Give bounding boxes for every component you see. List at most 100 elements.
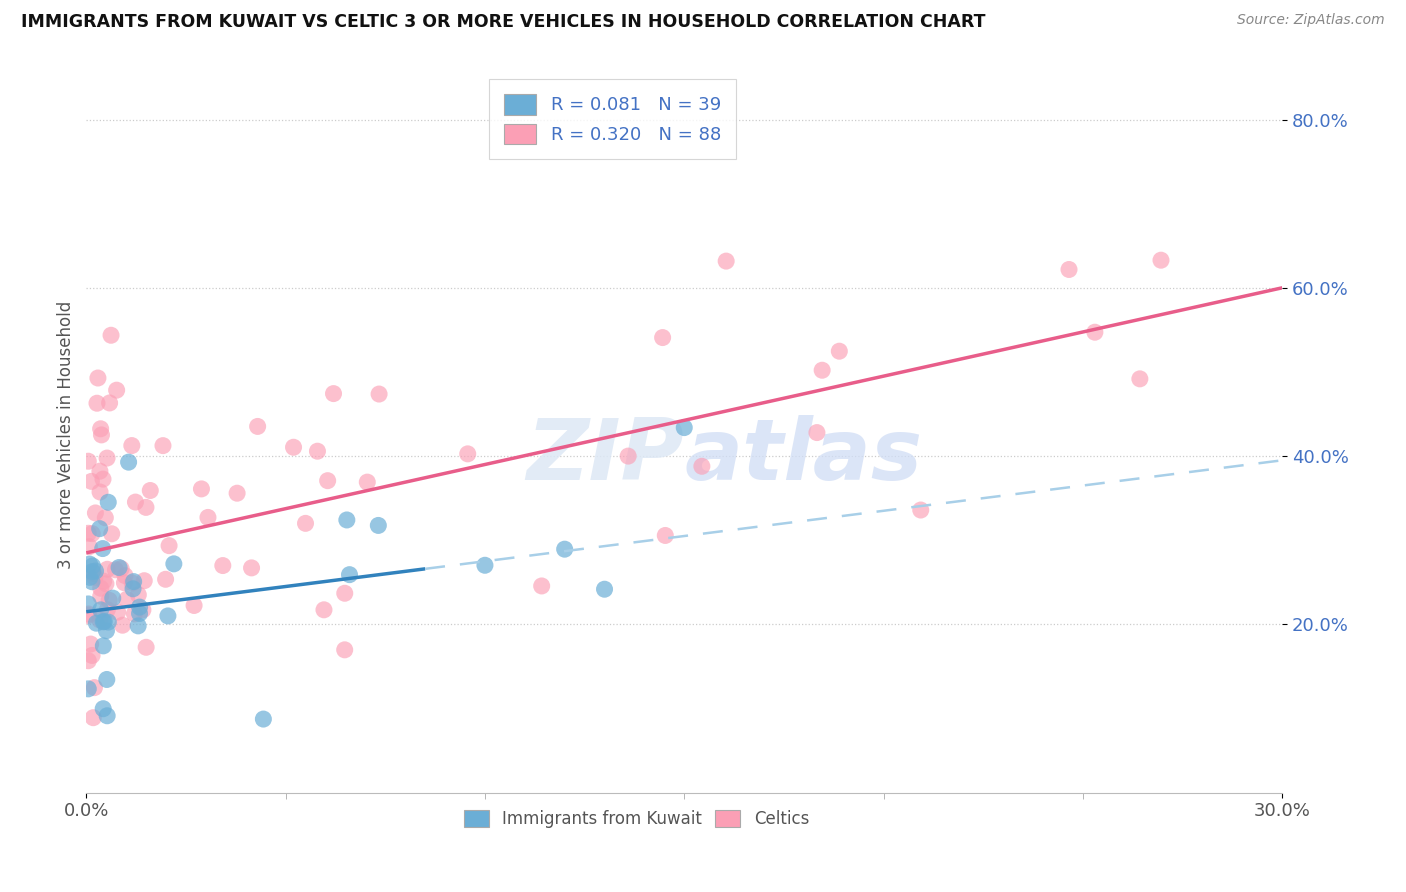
Point [333,586,356,600]
Point [294,516,316,531]
Point [77,608,100,623]
Point [98,396,121,410]
Point [96,562,118,576]
Point [121,576,143,591]
Point [128,607,150,621]
Point [127,619,149,633]
Point [654,528,676,542]
Point [617,449,640,463]
Point [77,454,100,468]
Point [96,673,118,687]
Text: atlas: atlas [685,415,922,498]
Point [121,439,143,453]
Point [80,475,103,489]
Point [97,615,120,629]
Point [132,603,155,617]
Point [104,563,127,577]
Point [79,570,101,584]
Point [806,425,828,440]
Point [97,495,120,509]
Point [83,566,105,581]
Point [1150,253,1173,268]
Point [135,640,157,655]
Point [89,522,111,536]
Point [339,567,361,582]
Point [91,639,114,653]
Point [240,561,263,575]
Point [246,419,269,434]
Legend: Immigrants from Kuwait, Celtics: Immigrants from Kuwait, Celtics [457,803,815,834]
Point [93,615,115,629]
Point [77,597,100,611]
Point [122,574,145,589]
Point [100,328,122,343]
Point [90,422,112,436]
Point [554,542,576,557]
Point [828,344,851,359]
Point [86,616,108,631]
Point [651,330,673,344]
Point [112,575,135,590]
Point [673,420,696,434]
Point [96,708,118,723]
Point [910,503,932,517]
Point [82,711,104,725]
Point [190,482,212,496]
Point [115,592,138,607]
Point [86,396,108,410]
Point [91,541,114,556]
Point [530,579,553,593]
Point [367,518,389,533]
Point [252,712,274,726]
Point [134,574,156,588]
Point [89,464,111,478]
Point [77,681,100,696]
Point [139,483,162,498]
Point [183,599,205,613]
Point [128,600,150,615]
Text: ZIP: ZIP [527,415,685,498]
Point [79,557,101,571]
Point [283,440,305,454]
Point [197,510,219,524]
Point [333,643,356,657]
Point [474,558,496,573]
Point [96,624,118,638]
Point [1057,262,1080,277]
Point [80,648,103,663]
Point [1084,325,1107,339]
Point [127,588,149,602]
Point [87,371,110,385]
Point [77,654,100,668]
Point [156,608,179,623]
Point [226,486,249,500]
Point [94,510,117,524]
Text: Source: ZipAtlas.com: Source: ZipAtlas.com [1237,13,1385,28]
Point [211,558,233,573]
Y-axis label: 3 or more Vehicles in Household: 3 or more Vehicles in Household [58,301,75,569]
Point [163,557,186,571]
Point [91,702,114,716]
Point [110,562,132,576]
Point [101,591,124,606]
Point [157,539,180,553]
Point [94,577,117,591]
Point [155,572,177,586]
Point [108,560,131,574]
Point [82,565,104,579]
Point [105,383,128,397]
Point [122,582,145,596]
Point [84,506,107,520]
Point [124,495,146,509]
Point [135,500,157,515]
Point [84,564,107,578]
Point [368,387,391,401]
Point [457,447,479,461]
Point [811,363,834,377]
Point [152,439,174,453]
Point [690,459,713,474]
Point [77,607,100,621]
Point [77,526,100,541]
Point [80,526,103,541]
Point [93,574,115,589]
